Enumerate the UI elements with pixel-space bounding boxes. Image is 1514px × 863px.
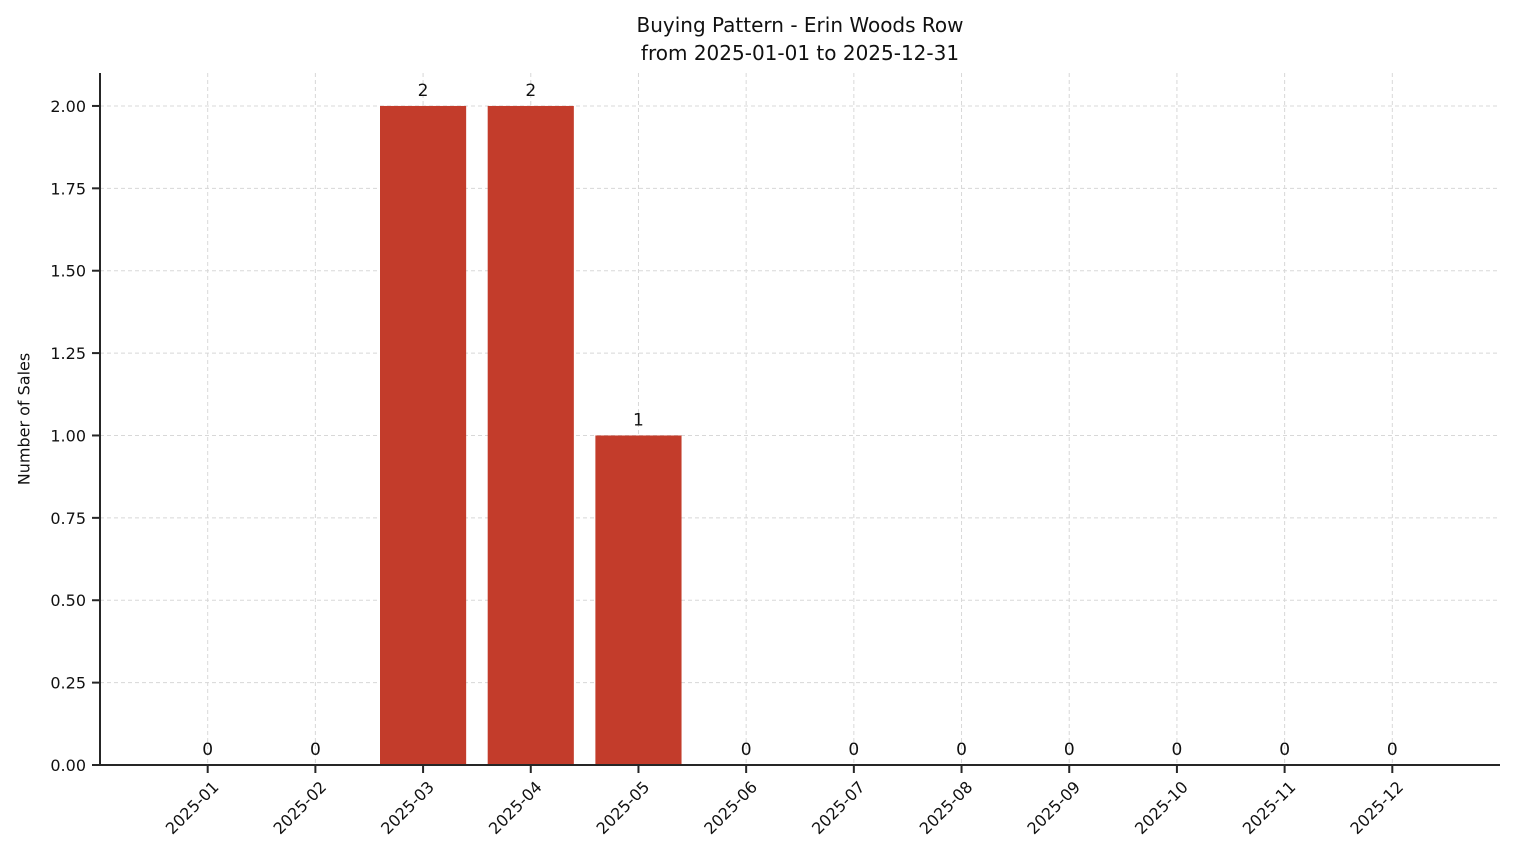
bar-value-label: 0 [1172,740,1183,760]
bar-value-label: 0 [848,740,859,760]
y-tick-label: 0.50 [50,591,86,610]
y-tick-label: 0.25 [50,674,86,693]
y-tick-label: 0.00 [50,756,86,775]
x-tick-label: 2025-06 [700,777,761,838]
bar-value-label: 0 [310,740,321,760]
bar [595,435,682,765]
bar-value-label: 0 [1279,740,1290,760]
bar [487,105,574,765]
y-axis-title: Number of Sales [14,352,34,486]
bar-value-label: 2 [418,81,429,101]
x-tick-label: 2025-12 [1346,777,1407,838]
bar-value-label: 1 [633,410,644,430]
bar-value-label: 0 [956,740,967,760]
bar [380,105,467,765]
chart-title-line1: Buying Pattern - Erin Woods Row [636,13,964,37]
x-tick-label: 2025-10 [1131,777,1192,838]
y-tick-label: 2.00 [50,97,86,116]
x-tick-label: 2025-03 [377,777,438,838]
x-tick-label: 2025-04 [485,777,546,838]
x-tick-label: 2025-01 [162,777,223,838]
y-tick-label: 1.25 [50,344,86,363]
bar-value-label: 0 [741,740,752,760]
y-tick-label: 1.50 [50,262,86,281]
bar-value-label: 0 [1387,740,1398,760]
x-tick-label: 2025-09 [1023,777,1084,838]
chart-title-line2: from 2025-01-01 to 2025-12-31 [640,41,960,65]
bar-value-label: 0 [1064,740,1075,760]
x-tick-label: 2025-11 [1239,777,1300,838]
y-tick-label: 0.75 [50,509,86,528]
x-tick-label: 2025-05 [593,777,654,838]
y-tick-label: 1.00 [50,426,86,445]
x-tick-label: 2025-02 [270,777,331,838]
bar-value-label: 0 [202,740,213,760]
x-tick-label: 2025-08 [916,777,977,838]
bar-value-label: 2 [525,81,536,101]
y-tick-label: 1.75 [50,179,86,198]
x-tick-label: 2025-07 [808,777,869,838]
chart-title: Buying Pattern - Erin Woods Row from 202… [100,11,1500,67]
